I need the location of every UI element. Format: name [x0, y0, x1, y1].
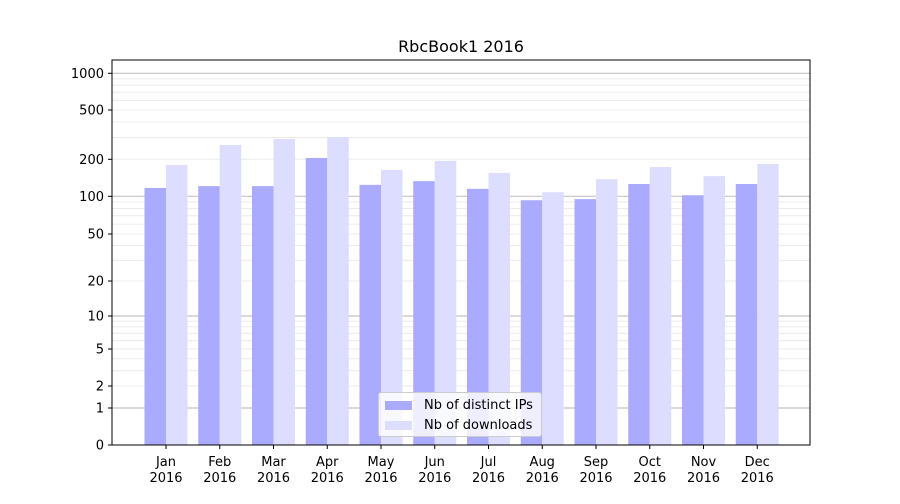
x-tick-label: 2016 [418, 471, 451, 486]
bar-distinct-ips [144, 187, 166, 445]
legend-item-downloads: Nb of downloads [385, 417, 532, 433]
x-tick-label: 2016 [579, 471, 612, 486]
x-tick-label: 2016 [741, 471, 774, 486]
x-tick-label: 2016 [149, 471, 182, 486]
bar-downloads [434, 160, 457, 445]
y-tick-label: 0 [96, 439, 104, 454]
x-tick-label: Sep [584, 455, 609, 470]
bar-distinct-ips [628, 183, 650, 445]
y-tick-label: 20 [87, 275, 104, 290]
bar-downloads [703, 176, 725, 446]
bar-distinct-ips [305, 157, 328, 446]
x-tick-label: Dec [745, 455, 770, 470]
bar-downloads [596, 179, 618, 445]
legend-swatch [385, 400, 412, 410]
x-tick-label: 2016 [633, 471, 666, 486]
y-tick-label: 500 [79, 104, 104, 119]
bar-distinct-ips [682, 195, 704, 445]
y-tick-label: 2 [96, 380, 104, 395]
x-tick-label: 2016 [364, 471, 397, 486]
y-axis: 0 1 2 5 10 20 50 100 200 500 1000 [71, 67, 112, 454]
x-tick-label: 2016 [526, 471, 559, 486]
x-tick-label: 2016 [687, 471, 720, 486]
bar-distinct-ips [252, 186, 274, 445]
bar-downloads [381, 169, 403, 446]
legend: Nb of distinct IPs Nb of downloads [378, 392, 542, 437]
x-tick-label: Feb [208, 455, 231, 470]
bars [144, 136, 779, 446]
x-tick-label: Jan [155, 455, 176, 470]
y-tick-label: 1000 [71, 67, 104, 82]
bar-downloads [273, 138, 295, 446]
x-tick-label: 2016 [257, 471, 290, 486]
bar-downloads [219, 144, 242, 445]
bar-downloads [757, 164, 779, 445]
y-tick-label: 5 [96, 343, 104, 358]
x-axis: Jan2016Feb2016Mar2016Apr2016May2016Jun20… [149, 445, 774, 486]
legend-label: Nb of downloads [424, 417, 533, 433]
y-tick-label: 200 [79, 153, 104, 168]
bar-downloads [166, 164, 188, 445]
bar-distinct-ips [574, 199, 596, 445]
bar-downloads [649, 167, 672, 445]
bar-downloads [542, 192, 564, 445]
bar-distinct-ips [413, 181, 435, 445]
bar-distinct-ips [467, 188, 489, 445]
bar-distinct-ips [198, 186, 220, 445]
bar-distinct-ips [359, 184, 381, 445]
legend-swatch [385, 420, 412, 430]
x-tick-label: Aug [530, 455, 555, 470]
y-tick-label: 1 [96, 402, 104, 417]
y-tick-label: 100 [79, 190, 104, 205]
y-tick-label: 50 [87, 228, 104, 243]
legend-label: Nb of distinct IPs [424, 397, 533, 413]
x-tick-label: Mar [261, 455, 286, 470]
axes-frame [111, 59, 811, 446]
x-tick-label: May [368, 455, 395, 470]
x-tick-label: 2016 [472, 471, 505, 486]
bar-downloads [327, 136, 349, 446]
x-tick-label: 2016 [203, 471, 236, 486]
chart-title: RbcBook1 2016 [398, 37, 524, 56]
x-tick-label: 2016 [311, 471, 344, 486]
x-tick-label: Oct [639, 455, 661, 470]
x-tick-label: Apr [316, 455, 339, 470]
bar-downloads [488, 172, 510, 446]
x-tick-label: Jul [480, 455, 497, 470]
bar-distinct-ips [520, 200, 543, 445]
legend-item-ips: Nb of distinct IPs [385, 397, 533, 413]
x-tick-label: Nov [691, 455, 717, 470]
y-tick-label: 10 [87, 310, 104, 325]
x-tick-label: Jun [424, 455, 445, 470]
bar-distinct-ips [735, 183, 758, 445]
